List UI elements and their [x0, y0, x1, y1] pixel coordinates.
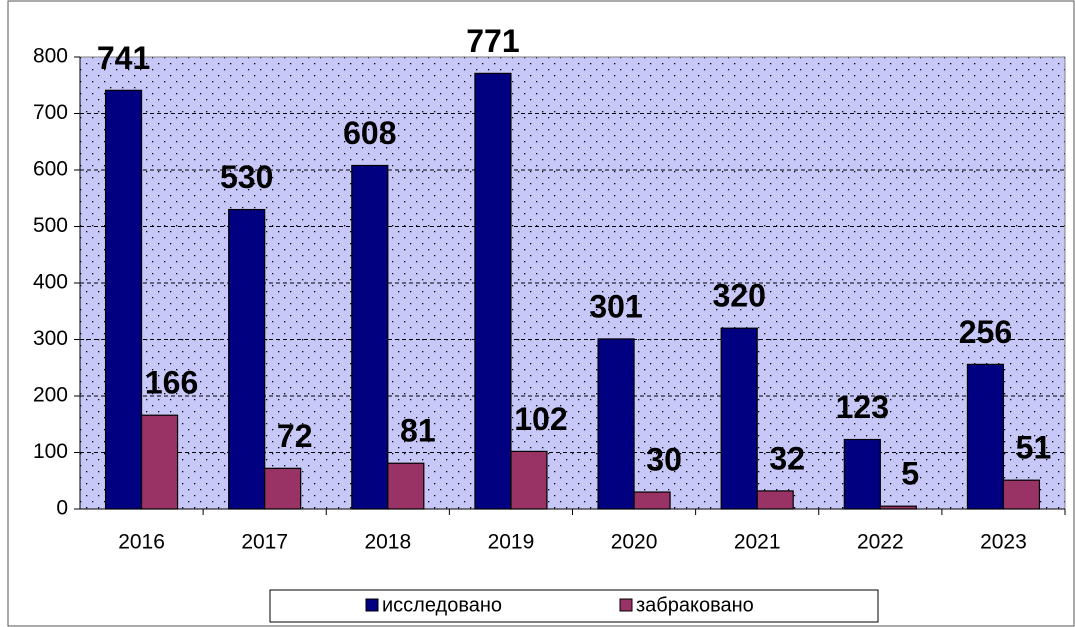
data-label: 32	[769, 440, 805, 476]
bar	[756, 490, 794, 510]
data-label: 771	[466, 23, 519, 59]
x-tick-label: 2022	[857, 531, 904, 554]
bar	[351, 164, 389, 510]
bar	[843, 438, 881, 510]
bar	[597, 338, 635, 510]
legend-swatch	[365, 598, 379, 612]
y-tick-label: 600	[33, 158, 68, 181]
bar	[474, 72, 512, 510]
data-label: 608	[343, 115, 396, 151]
y-tick-label: 400	[33, 271, 68, 294]
data-label: 530	[220, 159, 273, 195]
bar	[966, 363, 1005, 510]
data-label: 5	[901, 456, 919, 492]
y-tick-label: 100	[33, 440, 68, 463]
bar	[1002, 479, 1041, 510]
data-label: 301	[589, 288, 642, 324]
data-label: 320	[712, 278, 765, 314]
y-tick-label: 500	[33, 214, 68, 237]
legend-label: исследовано	[382, 594, 502, 616]
data-label: 256	[959, 314, 1012, 350]
frame	[7, 0, 1075, 627]
x-tick-label: 2017	[241, 531, 288, 554]
y-tick-label: 0	[56, 497, 68, 520]
data-label: 51	[1016, 430, 1052, 466]
x-tick-label: 2023	[980, 531, 1027, 554]
legend-label: забраковано	[636, 594, 754, 616]
x-tick-label: 2020	[611, 531, 658, 554]
bar	[879, 505, 917, 510]
y-tick-label: 700	[33, 101, 68, 124]
x-tick-label: 2018	[364, 531, 411, 554]
bar	[720, 327, 758, 510]
data-label: 72	[277, 418, 313, 454]
x-tick-label: 2019	[488, 531, 535, 554]
bar	[510, 450, 548, 510]
bar	[387, 462, 425, 510]
data-label: 741	[97, 40, 150, 76]
y-tick-label: 300	[33, 327, 68, 350]
data-label: 123	[836, 389, 889, 425]
data-label: 166	[145, 365, 198, 401]
y-tick-label: 200	[33, 384, 68, 407]
data-label: 30	[646, 442, 682, 478]
bar	[264, 467, 302, 510]
x-tick-label: 2016	[118, 531, 165, 554]
bar	[228, 208, 266, 510]
legend-box	[269, 589, 879, 623]
bar	[633, 491, 671, 510]
data-label: 81	[400, 413, 436, 449]
data-label: 102	[514, 401, 567, 437]
legend-swatch	[619, 598, 633, 612]
bar	[140, 414, 179, 510]
x-tick-label: 2021	[734, 531, 781, 554]
y-tick-label: 800	[33, 45, 68, 68]
bar	[104, 89, 143, 510]
